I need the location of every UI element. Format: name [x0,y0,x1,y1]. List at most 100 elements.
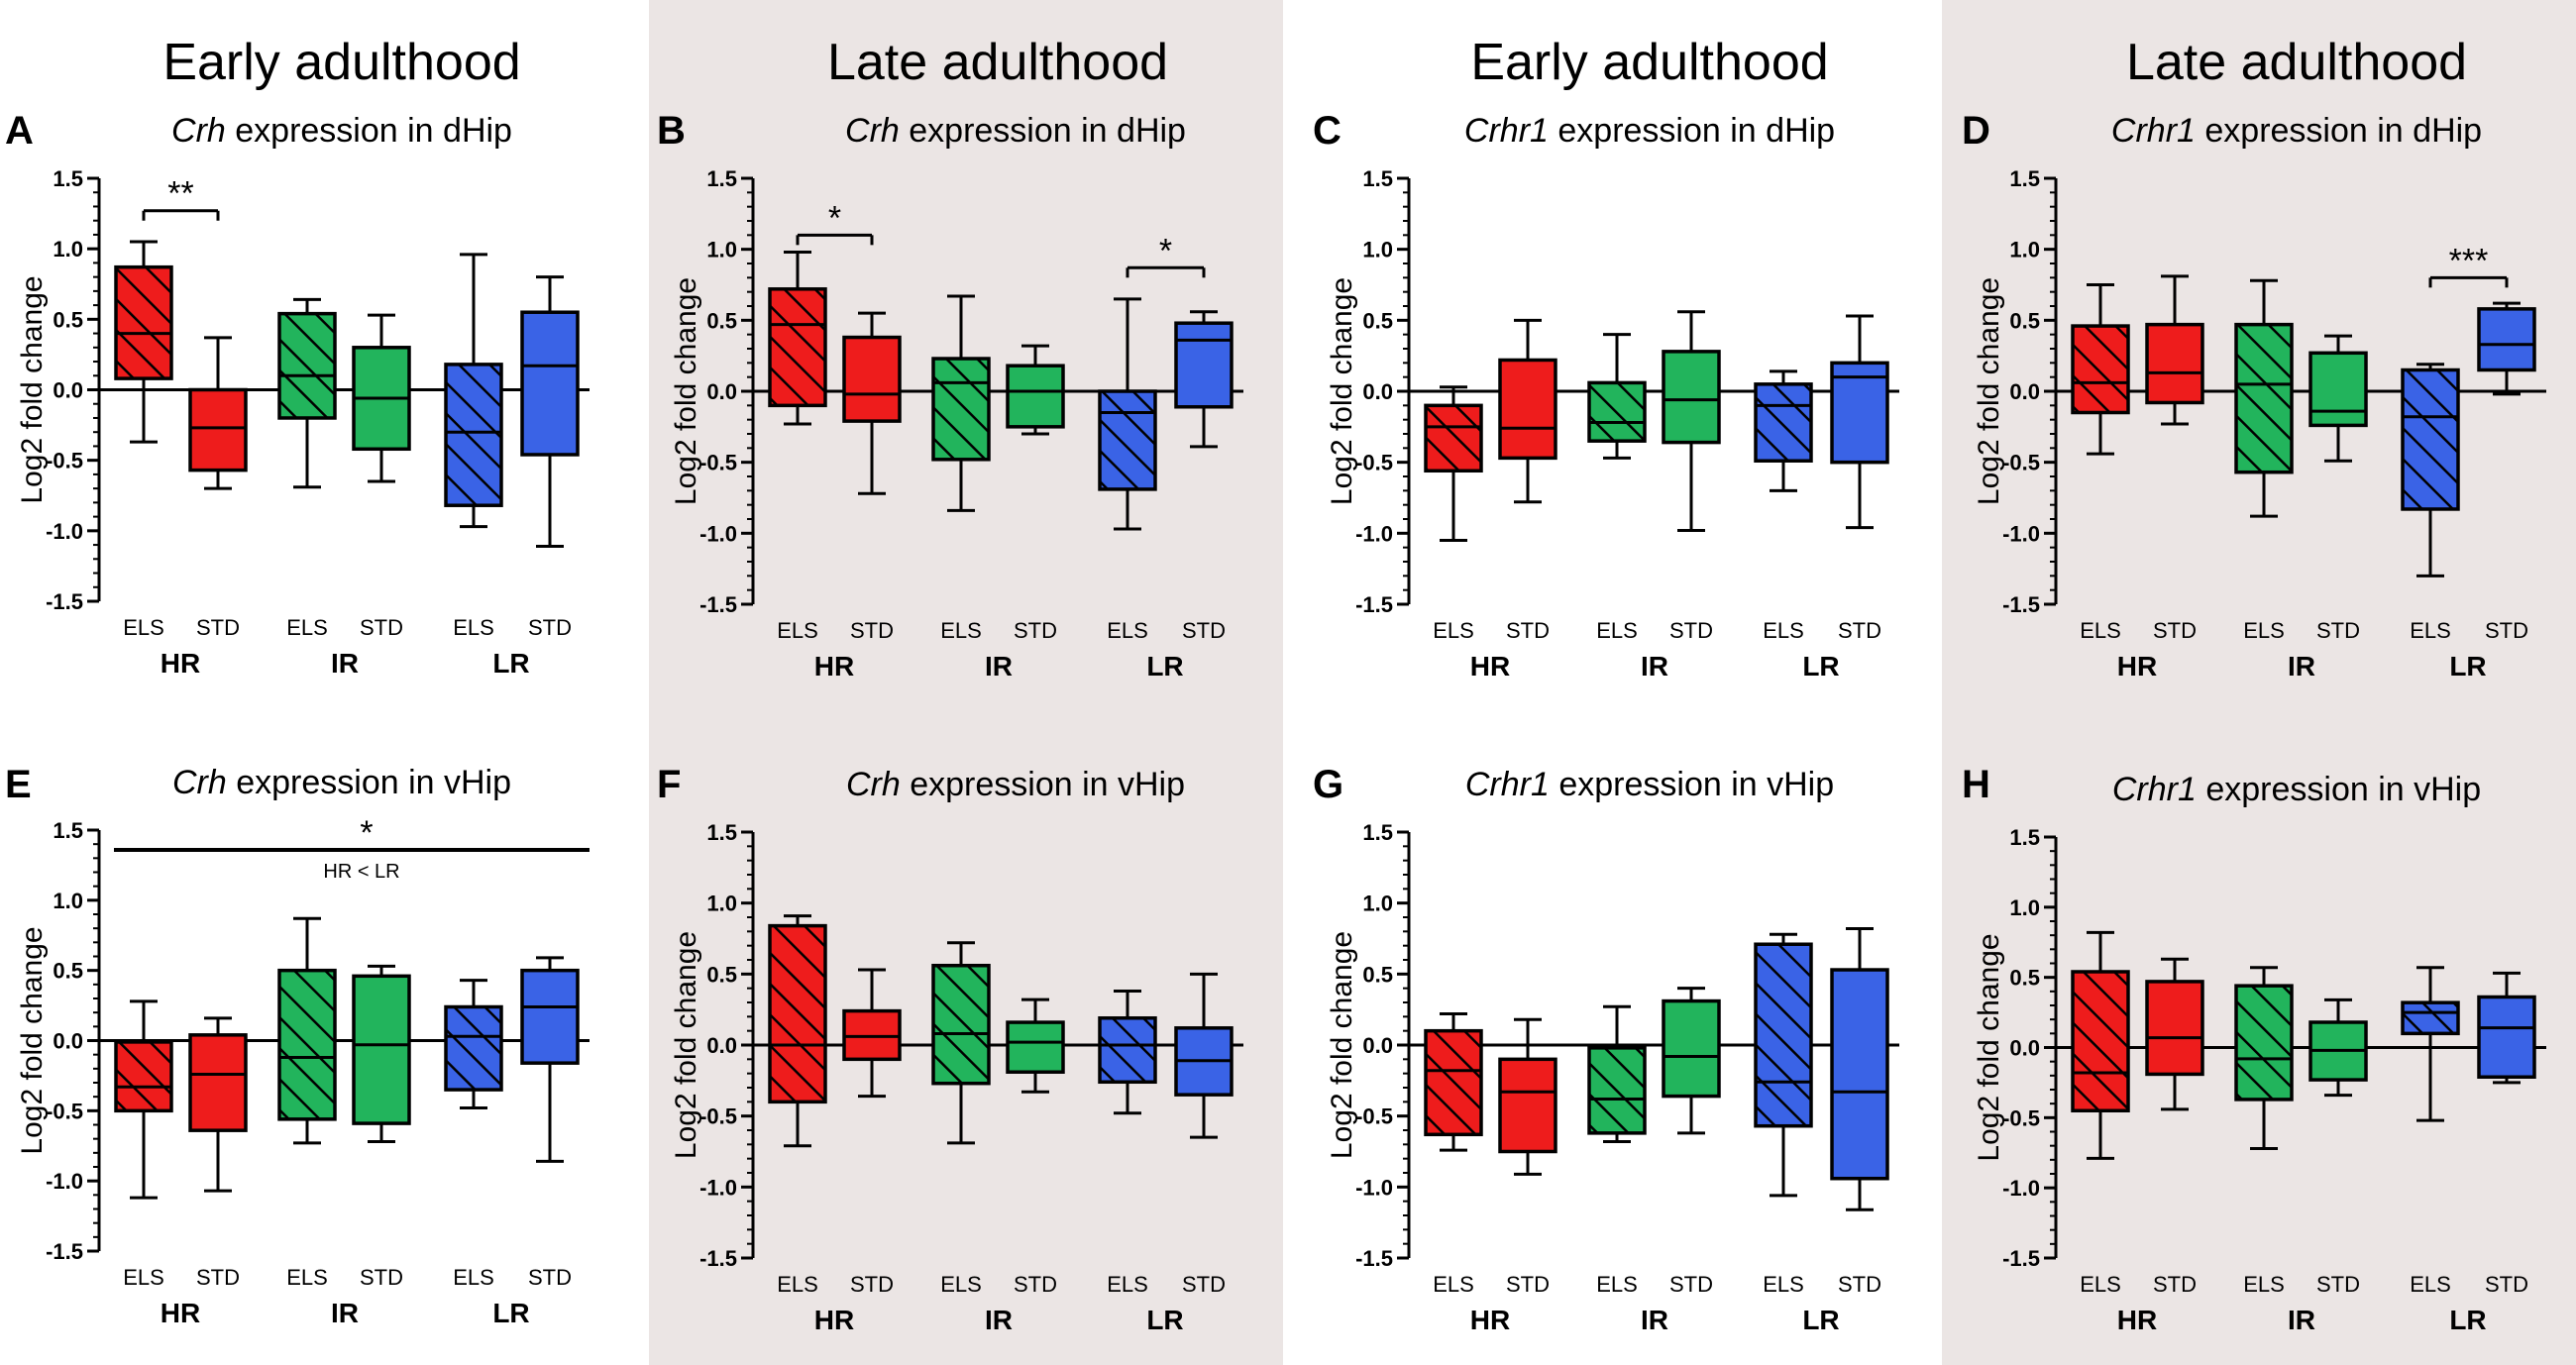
column-title-3: Early adulthood [1470,34,1828,91]
box-outline [1498,358,1557,461]
panel-title-rest: expression in dHip [900,112,1186,150]
box-hatch [1589,1047,1645,1133]
x-category-label: ELS [2080,1272,2121,1297]
box-fill [522,970,578,1064]
panel-title-gene: Crh [172,764,227,801]
box-outline [1587,380,1647,443]
x-category-label: ELS [2243,1272,2285,1297]
group-label-hr: HR [161,648,200,679]
box-outline [114,264,173,380]
y-tick-label: -0.5 [2002,1105,2040,1130]
y-axis-label: Log2 fold change [16,275,49,503]
group-label-ir: IR [1641,651,1668,682]
box-fill [2479,308,2534,370]
box-outline [2145,980,2204,1077]
y-tick-label: -1.5 [699,592,737,617]
x-category-label: STD [2153,1272,2197,1297]
box-hatch [2403,1002,2458,1034]
box-fill [1500,360,1556,459]
box-fill [1500,1059,1556,1152]
x-category-label: STD [196,1265,240,1290]
box-hatch [933,965,989,1084]
panel-title-rest: expression in vHip [227,764,511,801]
box-hr-els [114,240,173,444]
box-hatch [279,313,335,418]
x-category-label: STD [850,1272,894,1297]
x-category-label: ELS [2410,1272,2451,1297]
x-category-label: STD [1014,618,1057,643]
box-lr-els [444,979,503,1109]
group-label-hr: HR [2117,651,2157,682]
x-category-label: ELS [1763,618,1804,643]
box-hr-std [842,311,902,495]
y-tick-label: -1.5 [1355,592,1393,617]
box-hatch [446,1006,501,1091]
y-tick-label: -1.5 [699,1246,737,1271]
late-adulthood-shade-left [649,0,1283,1365]
box-hatch [116,266,171,379]
box-outline [2071,324,2130,415]
significance-label: *** [2449,242,2489,279]
box-hatch [933,359,989,460]
y-tick-label: 1.5 [706,166,737,191]
box-lr-els [2401,966,2460,1122]
box-ir-std [352,313,411,483]
y-tick-label: 0.5 [2009,308,2040,333]
panel-title-rest: expression in dHip [1549,112,1835,150]
y-tick-label: -1.5 [46,589,83,614]
box-ir-els [2234,966,2294,1150]
box-outline [444,1004,503,1092]
box-hr-els [1424,1011,1483,1152]
significance-bracket: ** [142,175,220,221]
y-tick-label: -1.5 [46,1239,83,1264]
x-category-label: STD [1506,618,1550,643]
y-tick-label: -0.5 [46,1099,83,1123]
panel-title: Crh expression in vHip [172,764,511,801]
box-fill [190,1034,246,1131]
box-outline [931,357,991,462]
box-hatch [1426,405,1481,472]
box-outline [1498,1057,1557,1154]
y-axis-label: Log2 fold change [1326,931,1358,1159]
significance-bracket: * [796,199,874,246]
box-lr-std [1830,926,1889,1211]
box-outline [2071,970,2130,1112]
box-ir-std [352,964,411,1143]
y-tick-label: 1.5 [1362,820,1393,845]
x-category-label: ELS [123,1265,164,1290]
box-fill [522,312,578,455]
y-tick-label: 1.0 [53,237,83,262]
panel-title-rest: expression in vHip [1550,766,1834,803]
box-fill [1832,970,1887,1179]
box-ir-els [277,916,337,1145]
x-category-label: ELS [286,1265,328,1290]
y-tick-label: 0.5 [2009,966,2040,991]
x-category-label: ELS [1763,1272,1804,1297]
group-label-ir: IR [331,1298,359,1328]
y-tick-label: 0.0 [53,1029,83,1054]
panel-title-gene: Crhr1 [1465,766,1550,803]
box-outline [2145,322,2204,405]
box-outline [1424,403,1483,473]
x-category-label: STD [1014,1272,1057,1297]
group-label-lr: LR [492,648,529,679]
box-hr-std [2145,957,2204,1111]
x-category-label: ELS [123,615,164,640]
y-tick-label: -0.5 [2002,451,2040,475]
x-category-label: ELS [1433,1272,1474,1297]
x-category-label: STD [1506,1272,1550,1297]
box-ir-els [931,941,991,1145]
group-label-hr: HR [2117,1305,2157,1335]
y-tick-label: 0.0 [1362,379,1393,404]
box-lr-els [1098,990,1157,1115]
box-outline [188,387,248,472]
box-outline [842,335,902,423]
x-category-label: STD [2485,618,2528,643]
panel-title-gene: Crh [846,766,901,803]
box-outline [1006,1020,1065,1074]
box-outline [768,287,827,408]
box-fill [2310,353,2366,426]
box-outline [1174,321,1234,409]
